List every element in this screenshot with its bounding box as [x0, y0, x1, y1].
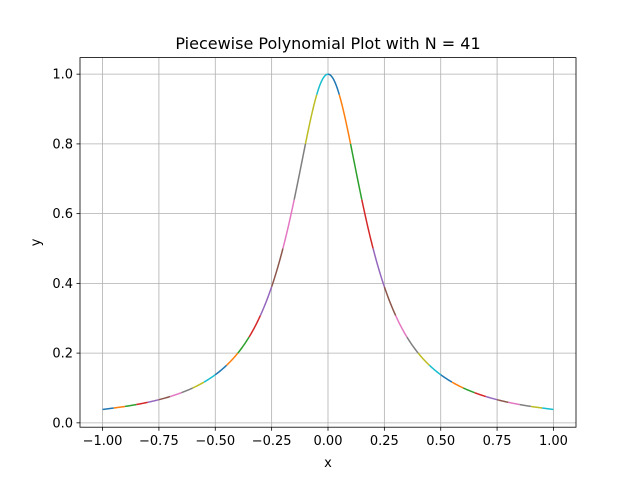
y-tick-label: 0.0	[52, 416, 73, 431]
series-segment	[158, 395, 171, 401]
series-segment	[203, 374, 216, 383]
series	[102, 73, 554, 411]
y-tick-label: 0.6	[52, 207, 73, 222]
series-segment	[124, 403, 137, 408]
series-segment	[542, 407, 554, 411]
series-segment	[383, 286, 397, 316]
series-segment	[508, 401, 520, 406]
series-segment	[440, 374, 453, 383]
y-axis-ticks: 0.0 0.2 0.4 0.6 0.8 1.0	[52, 68, 80, 431]
x-tick-label: −0.50	[195, 434, 235, 449]
x-tick-label: 0.50	[426, 434, 455, 449]
y-tick-label: 0.4	[52, 277, 73, 292]
x-tick-label: 0.00	[314, 434, 343, 449]
series-segment	[293, 143, 307, 200]
series-segment	[394, 315, 408, 338]
series-segment	[406, 336, 419, 354]
series-segment	[102, 407, 114, 411]
series-segment	[361, 199, 374, 249]
series-segment	[496, 398, 509, 404]
series-segment	[428, 364, 442, 376]
y-tick-label: 1.0	[52, 68, 73, 83]
series-segment	[113, 405, 126, 409]
series-segment	[214, 364, 228, 376]
series-segment	[530, 405, 543, 409]
series-segment	[147, 398, 160, 404]
series-segment	[192, 381, 205, 389]
series-segment	[462, 387, 475, 394]
y-tick-label: 0.2	[52, 347, 73, 362]
series-segment	[226, 352, 239, 366]
x-tick-label: −1.00	[83, 434, 123, 449]
series-segment	[327, 73, 340, 95]
series-segment	[259, 286, 273, 316]
x-tick-label: −0.75	[139, 434, 179, 449]
series-segment	[248, 315, 262, 338]
series-segment	[349, 143, 363, 200]
series-segment	[316, 73, 329, 95]
x-axis-label: x	[324, 456, 332, 471]
series-segment	[304, 94, 318, 145]
x-tick-label: 0.75	[483, 434, 512, 449]
x-tick-label: 1.00	[539, 434, 568, 449]
series-segment	[417, 352, 430, 366]
series-segment	[485, 395, 498, 401]
x-tick-label: −0.25	[252, 434, 292, 449]
y-axis-label: y	[29, 238, 44, 246]
series-segment	[136, 401, 148, 406]
series-segment	[519, 403, 532, 408]
x-tick-label: 0.25	[370, 434, 399, 449]
series-segment	[372, 248, 386, 288]
series-segment	[338, 94, 352, 145]
series-segment	[270, 248, 284, 288]
y-tick-label: 0.8	[52, 137, 73, 152]
series-segment	[237, 336, 250, 354]
series-segment	[169, 391, 182, 398]
series-segment	[282, 199, 295, 249]
series-segment	[181, 387, 194, 394]
grid	[80, 57, 576, 428]
chart-title: Piecewise Polynomial Plot with N = 41	[175, 34, 480, 53]
series-segment	[474, 391, 487, 398]
series-segment	[451, 381, 464, 389]
x-axis-ticks: −1.00 −0.75 −0.50 −0.25 0.00 0.25 0.50 0.75 1.00	[83, 427, 568, 449]
